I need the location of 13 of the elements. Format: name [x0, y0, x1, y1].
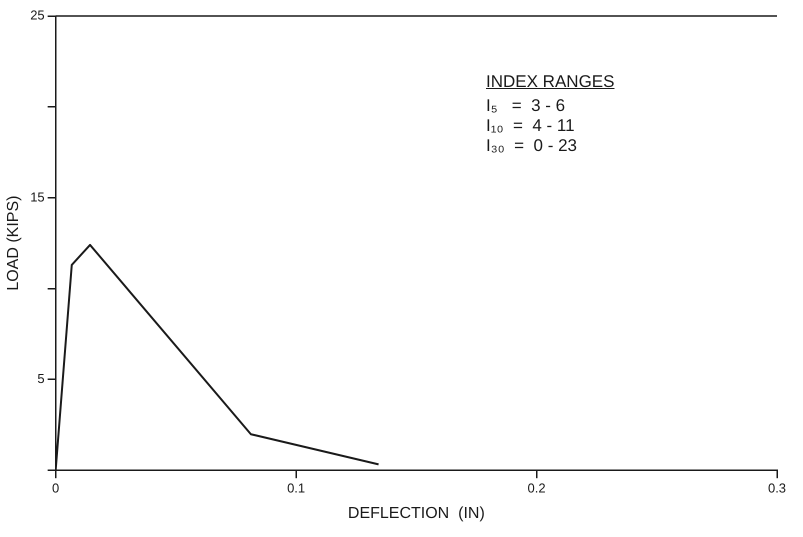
annotation: I₃₀ = 0 - 23 [486, 136, 578, 156]
annotation: INDEX RANGES [486, 72, 614, 92]
x-tick-label: 0.2 [528, 480, 546, 496]
annotation: I₁₀ = 4 - 11 [486, 116, 576, 136]
x-tick-label: 0 [52, 480, 60, 496]
x-tick-label: 0.1 [287, 480, 306, 496]
annotation: I₅ = 3 - 6 [486, 96, 566, 116]
x-tick-label: 0.3 [768, 480, 786, 496]
y-axis-title: LOAD (KIPS) [5, 196, 22, 291]
x-axis-title: DEFLECTION (IN) [348, 504, 485, 522]
y-tick-label: 25 [30, 8, 45, 23]
y-tick-label: 15 [30, 189, 45, 204]
y-tick-label: 5 [37, 370, 45, 386]
